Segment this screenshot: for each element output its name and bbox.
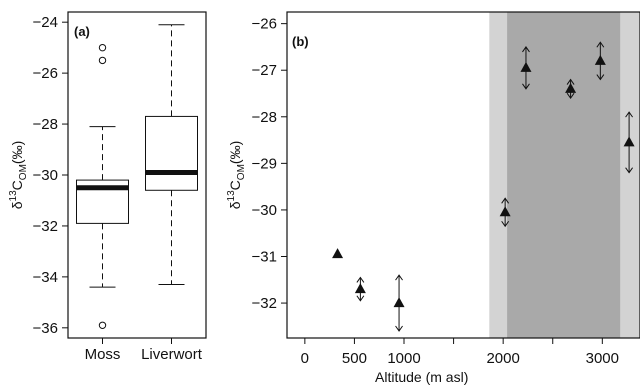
y-tick-label: −36 [33, 320, 58, 337]
y-tick-label: −32 [252, 295, 277, 312]
x-tick-label: 3000 [586, 350, 619, 367]
error-arrow-up [395, 274, 403, 281]
error-arrow-up [501, 197, 510, 204]
panel-a-x-axis: Moss Liverwort [85, 338, 203, 363]
x-category-label: Moss [85, 346, 121, 363]
y-tick-label: −30 [252, 202, 277, 219]
error-arrow-down [501, 220, 510, 228]
y-tick-label: −28 [252, 109, 277, 126]
data-point-triangle [565, 82, 577, 93]
data-point-triangle [594, 54, 606, 65]
x-tick-label: 1000 [387, 350, 420, 367]
error-arrow-down [566, 92, 575, 100]
x-category-label: Liverwort [141, 346, 203, 363]
x-tick-label: 2000 [486, 350, 519, 367]
data-point-triangle [354, 283, 366, 294]
error-arrow-up [356, 276, 365, 283]
panel-a-label: (a) [74, 24, 90, 39]
error-arrow-up [596, 41, 605, 48]
panel-b-shaded-regions [489, 12, 640, 338]
panel-b-points [332, 41, 635, 332]
y-tick-label: −26 [252, 16, 277, 33]
panel-b-y-axis: −32 −31 −30 −29 −28 −27 −26 [252, 16, 287, 312]
x-tick-label: 500 [342, 350, 367, 367]
panel-b-x-axis-title: Altitude (m asl) [375, 369, 468, 385]
outlier-point [98, 321, 107, 329]
y-tick-label: −24 [33, 14, 58, 31]
panel-b-label: (b) [292, 34, 309, 49]
y-tick-label: −29 [252, 155, 277, 172]
y-tick-label: −28 [33, 116, 58, 133]
error-arrow-down [522, 83, 530, 90]
data-point-triangle [520, 61, 532, 72]
y-tick-label: −34 [33, 269, 58, 286]
data-point-triangle [623, 136, 635, 147]
panel-b-plot-frame [286, 11, 640, 339]
data-point-triangle [499, 206, 511, 217]
panel-a-y-axis-title: δ13COM(‰) [8, 141, 29, 209]
error-arrow-up [625, 111, 634, 118]
panel-b-y-axis-title: δ13COM(‰) [226, 141, 247, 209]
data-point-triangle [393, 297, 405, 308]
panel-a-boxplot: (a) −36−34−32−30−28−26−24 Moss Liverwort … [8, 11, 207, 363]
x-tick-label: 0 [301, 350, 309, 367]
outlier-point [98, 43, 107, 52]
error-arrow-up [522, 46, 530, 53]
y-tick-label: −26 [33, 65, 58, 82]
y-tick-label: −30 [33, 167, 58, 184]
y-tick-label: −31 [252, 249, 277, 266]
data-point-triangle [332, 248, 344, 259]
error-arrow-up [566, 78, 575, 85]
panel-a-boxes [76, 24, 198, 329]
error-arrow-down [596, 74, 605, 81]
error-arrow-down [625, 167, 634, 174]
panel-b-scatter: (b) −32 −31 −30 −29 −28 −27 −26 0 500 1000 2000 30… [226, 11, 640, 385]
error-arrow-down [395, 325, 403, 332]
box-liverwort [145, 115, 198, 191]
outlier-point [98, 56, 107, 65]
panel-a-y-axis: −36 −34 −32 −30 −28 −26 −24 [33, 14, 68, 337]
panel-b-x-axis: 0 500 1000 2000 3000 [301, 338, 619, 367]
y-tick-label: −27 [252, 62, 277, 79]
y-tick-label: −32 [33, 218, 58, 235]
error-arrow-down [356, 295, 365, 302]
